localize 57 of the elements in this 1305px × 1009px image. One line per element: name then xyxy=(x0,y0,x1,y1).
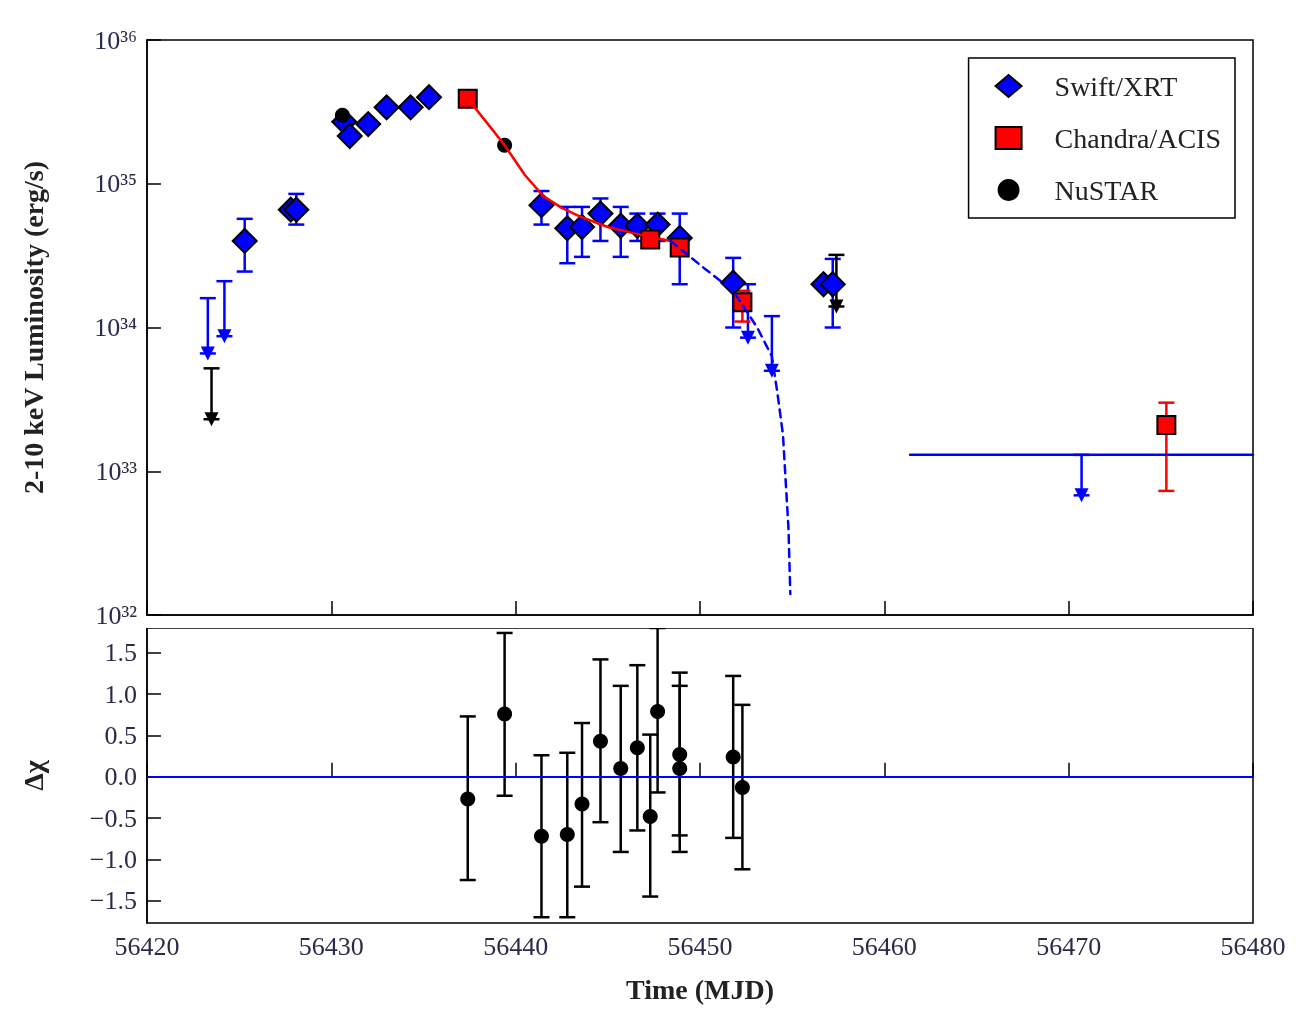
point xyxy=(200,346,215,361)
point xyxy=(587,200,614,227)
point xyxy=(574,796,590,812)
point xyxy=(613,760,629,776)
y-tick-label: −0.5 xyxy=(89,803,137,833)
point xyxy=(217,329,232,344)
y-tick-label: 10³⁶ xyxy=(94,25,137,55)
x-tick-label: 56480 xyxy=(1220,931,1286,961)
point xyxy=(1156,414,1177,435)
x-axis-title: Time (MJD) xyxy=(626,973,774,1005)
x-tick-label: 56420 xyxy=(114,931,180,961)
point xyxy=(460,791,476,807)
point xyxy=(725,749,741,765)
point xyxy=(204,412,219,427)
y-axis-title: Δχ xyxy=(17,759,49,791)
point xyxy=(672,760,688,776)
y-axis-title: 2-10 keV Luminosity (erg/s) xyxy=(17,160,49,495)
y-tick-label: 10³⁴ xyxy=(94,313,137,342)
point xyxy=(629,740,645,756)
point xyxy=(497,706,513,722)
point xyxy=(373,94,400,121)
point xyxy=(569,214,596,241)
x-tick-label: 56440 xyxy=(483,931,549,961)
x-tick-label: 56460 xyxy=(851,931,917,961)
x-tick-label: 56430 xyxy=(298,931,364,961)
legend-label: Swift/XRT xyxy=(1054,70,1178,102)
point xyxy=(829,299,844,314)
point xyxy=(650,703,666,719)
point xyxy=(416,84,443,111)
y-tick-label: 10³³ xyxy=(95,456,138,486)
x-tick-label: 56470 xyxy=(1036,931,1102,961)
y-tick-label: −1.5 xyxy=(89,886,137,916)
point xyxy=(397,94,424,121)
y-tick-label: 0.5 xyxy=(104,720,137,750)
point xyxy=(528,192,555,219)
y-tick-label: 1.5 xyxy=(104,638,137,668)
y-tick-label: 10³⁵ xyxy=(94,169,137,199)
point xyxy=(336,122,363,149)
x-tick-label: 56450 xyxy=(667,931,733,961)
legend-label: NuSTAR xyxy=(1054,174,1159,206)
y-tick-label: 0.0 xyxy=(104,762,137,792)
point xyxy=(592,733,608,749)
y-tick-label: −1.0 xyxy=(89,844,137,874)
point xyxy=(533,828,549,844)
point xyxy=(740,330,755,345)
point xyxy=(819,271,846,298)
point xyxy=(355,111,382,138)
legend-label: Chandra/ACIS xyxy=(1054,122,1222,154)
y-tick-label: 10³² xyxy=(95,600,138,630)
point xyxy=(231,227,258,254)
point xyxy=(642,808,658,824)
y-tick-label: 1.0 xyxy=(104,679,137,709)
point xyxy=(559,827,575,843)
point xyxy=(734,779,750,795)
point xyxy=(457,88,478,109)
point xyxy=(672,746,688,762)
point xyxy=(1074,488,1089,503)
